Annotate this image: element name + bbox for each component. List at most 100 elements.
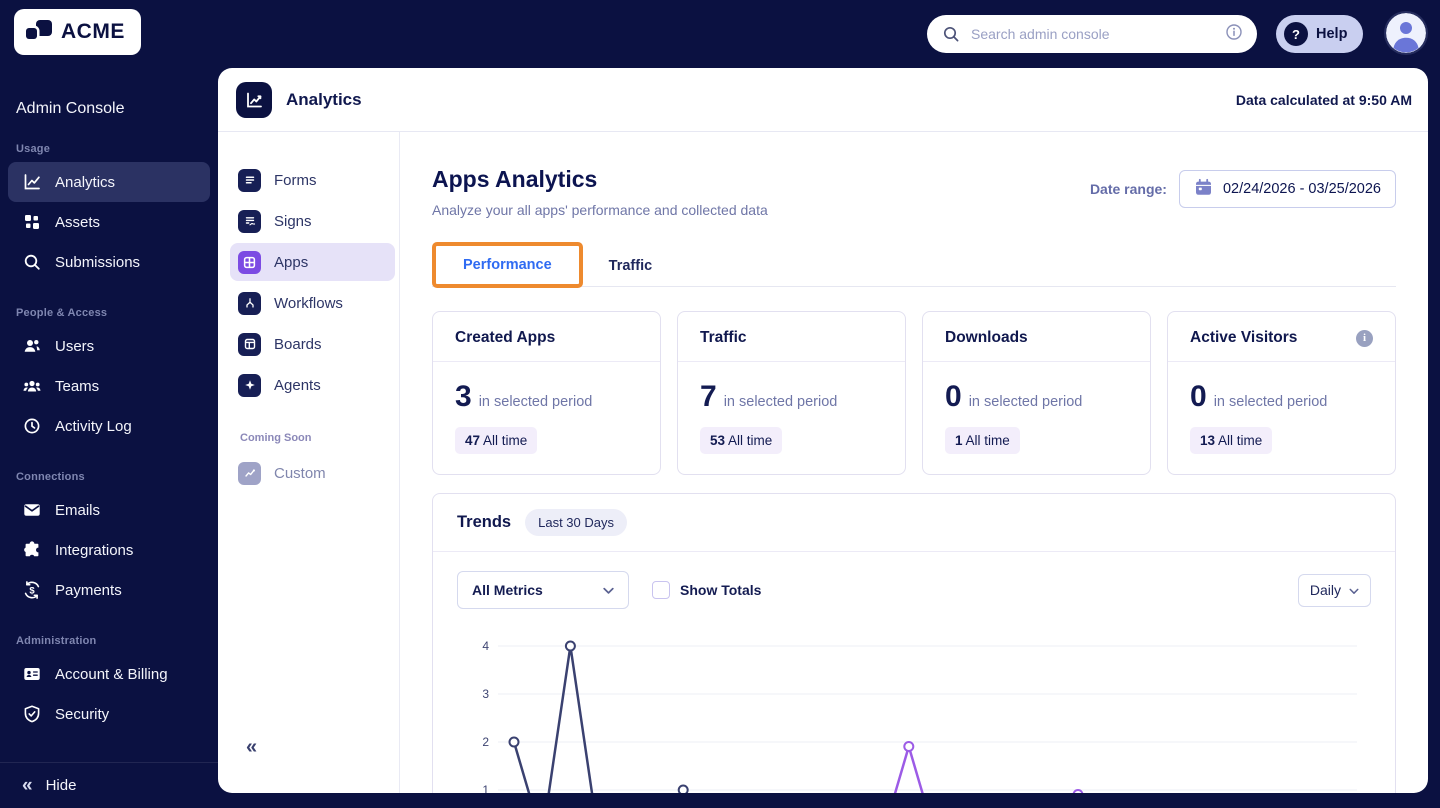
trends-chart-svg: 1 2 3 4 bbox=[482, 639, 1357, 793]
sidebar-section-administration: Administration Account & Billing Securit… bbox=[0, 635, 218, 734]
content-area: Apps Analytics Analyze your all apps' pe… bbox=[400, 132, 1428, 793]
analytics-header-icon bbox=[236, 81, 272, 118]
stat-value: 7 bbox=[700, 380, 717, 413]
trends-period-badge: Last 30 Days bbox=[525, 509, 627, 536]
trends-card: Trends Last 30 Days All Metrics Show Tot… bbox=[432, 493, 1396, 793]
sidebar-item-payments[interactable]: $ Payments bbox=[8, 570, 210, 610]
show-totals-checkbox[interactable] bbox=[652, 581, 670, 599]
help-button[interactable]: ? Help bbox=[1276, 15, 1364, 53]
collapse-chevrons-icon: « bbox=[22, 775, 33, 796]
person-icon bbox=[1386, 13, 1426, 53]
alltime-badge: 53 All time bbox=[700, 427, 783, 454]
alltime-badge: 47 All time bbox=[455, 427, 538, 454]
stat-card-traffic: Traffic 7 in selected period 53 All time bbox=[677, 311, 906, 475]
stat-value: 0 bbox=[945, 380, 962, 413]
boards-icon bbox=[238, 332, 261, 356]
stat-value: 0 bbox=[1190, 380, 1207, 413]
product-nav-collapse-button[interactable]: « bbox=[246, 736, 258, 758]
sidebar-item-analytics[interactable]: Analytics bbox=[8, 162, 210, 202]
panel-header: Analytics Data calculated at 9:50 AM bbox=[218, 68, 1428, 132]
date-range-label: Date range: bbox=[1089, 181, 1167, 197]
sparkle-icon bbox=[238, 373, 261, 397]
product-nav-custom[interactable]: Custom bbox=[230, 454, 395, 492]
svg-text:3: 3 bbox=[482, 687, 489, 701]
sidebar-section-usage: Usage Analytics Assets Submissions bbox=[0, 143, 218, 282]
question-mark-icon: ? bbox=[1284, 22, 1308, 46]
users-icon bbox=[22, 336, 42, 356]
magnifier-icon bbox=[22, 252, 42, 272]
search-icon bbox=[941, 24, 961, 44]
shield-check-icon bbox=[22, 704, 42, 724]
tab-performance[interactable]: Performance bbox=[463, 257, 552, 273]
sidebar-item-account-billing[interactable]: Account & Billing bbox=[8, 654, 210, 694]
sidebar-title: Admin Console bbox=[16, 100, 125, 117]
calendar-icon bbox=[1194, 178, 1213, 201]
assets-icon bbox=[22, 212, 42, 232]
sidebar-item-activity-log[interactable]: Activity Log bbox=[8, 406, 210, 446]
teams-icon bbox=[22, 376, 42, 396]
annotation-highlight-box: Performance bbox=[432, 242, 583, 288]
sidebar-section-people: People & Access Users Teams Activity Log bbox=[0, 307, 218, 446]
stat-value: 3 bbox=[455, 380, 472, 413]
apps-grid-icon bbox=[238, 250, 261, 274]
sidebar-item-submissions[interactable]: Submissions bbox=[8, 242, 210, 282]
main-panel: Analytics Data calculated at 9:50 AM For… bbox=[218, 68, 1428, 793]
page-subtitle: Analyze your all apps' performance and c… bbox=[432, 202, 768, 218]
sidebar-item-integrations[interactable]: Integrations bbox=[8, 530, 210, 570]
sidebar-hide-button[interactable]: « Hide bbox=[0, 762, 218, 808]
stat-card-created-apps: Created Apps 3 in selected period 47 All … bbox=[432, 311, 661, 475]
sidebar-item-emails[interactable]: Emails bbox=[8, 490, 210, 530]
top-bar: ACME ? Help bbox=[0, 0, 1440, 68]
stat-card-active-visitors: Active Visitors i 0 in selected period 13… bbox=[1167, 311, 1396, 475]
user-avatar[interactable] bbox=[1386, 13, 1426, 53]
stat-card-downloads: Downloads 0 in selected period 1 All time bbox=[922, 311, 1151, 475]
brand-name: ACME bbox=[61, 20, 125, 43]
chevron-down-icon bbox=[603, 582, 614, 598]
product-nav-apps[interactable]: Apps bbox=[230, 243, 395, 281]
search-info-icon[interactable] bbox=[1225, 23, 1243, 46]
forms-icon bbox=[238, 168, 261, 192]
sidebar-section-connections: Connections Emails Integrations $ Paymen… bbox=[0, 471, 218, 610]
product-nav-signs[interactable]: Signs bbox=[230, 202, 395, 240]
chevron-down-icon bbox=[1349, 582, 1359, 598]
product-nav: Forms Signs Apps Workflows Boards Agents bbox=[218, 132, 400, 793]
product-nav-forms[interactable]: Forms bbox=[230, 161, 395, 199]
custom-chart-icon bbox=[238, 461, 261, 485]
info-icon[interactable]: i bbox=[1356, 329, 1373, 347]
svg-text:2: 2 bbox=[482, 735, 489, 749]
admin-sidebar: Admin Console Usage Analytics Assets Sub… bbox=[0, 68, 218, 808]
date-range-value: 02/24/2026 - 03/25/2026 bbox=[1222, 181, 1381, 197]
tab-bar: Performance Traffic bbox=[432, 242, 1396, 288]
sidebar-item-security[interactable]: Security bbox=[8, 694, 210, 734]
tab-traffic[interactable]: Traffic bbox=[608, 258, 653, 274]
trends-title: Trends bbox=[457, 513, 512, 531]
analytics-icon bbox=[22, 172, 42, 192]
page-title: Apps Analytics bbox=[432, 166, 598, 192]
date-range-picker[interactable]: 02/24/2026 - 03/25/2026 bbox=[1178, 170, 1396, 208]
sidebar-item-assets[interactable]: Assets bbox=[8, 202, 210, 242]
svg-text:$: $ bbox=[29, 585, 35, 596]
sidebar-item-users[interactable]: Users bbox=[8, 326, 210, 366]
metric-filter-select[interactable]: All Metrics bbox=[457, 571, 629, 609]
sidebar-item-teams[interactable]: Teams bbox=[8, 366, 210, 406]
svg-text:4: 4 bbox=[482, 639, 489, 653]
show-totals-toggle[interactable]: Show Totals bbox=[652, 581, 761, 599]
puzzle-icon bbox=[22, 540, 42, 560]
product-nav-agents[interactable]: Agents bbox=[230, 366, 395, 404]
product-nav-workflows[interactable]: Workflows bbox=[230, 284, 395, 322]
panel-title: Analytics bbox=[286, 89, 362, 109]
id-card-icon bbox=[22, 664, 42, 684]
svg-text:1: 1 bbox=[482, 783, 489, 793]
search-input[interactable] bbox=[971, 26, 1215, 42]
product-nav-boards[interactable]: Boards bbox=[230, 325, 395, 363]
clock-icon bbox=[22, 416, 42, 436]
brand-logo-icon bbox=[26, 19, 53, 45]
alltime-badge: 13 All time bbox=[1190, 427, 1273, 454]
trends-chart: 1 2 3 4 bbox=[433, 622, 1395, 793]
stat-cards: Created Apps 3 in selected period 47 All … bbox=[432, 311, 1396, 475]
admin-search[interactable] bbox=[927, 15, 1257, 53]
brand-logo[interactable]: ACME bbox=[14, 9, 141, 55]
interval-select[interactable]: Daily bbox=[1297, 573, 1371, 607]
signature-doc-icon bbox=[238, 209, 261, 233]
workflow-icon bbox=[238, 291, 261, 315]
